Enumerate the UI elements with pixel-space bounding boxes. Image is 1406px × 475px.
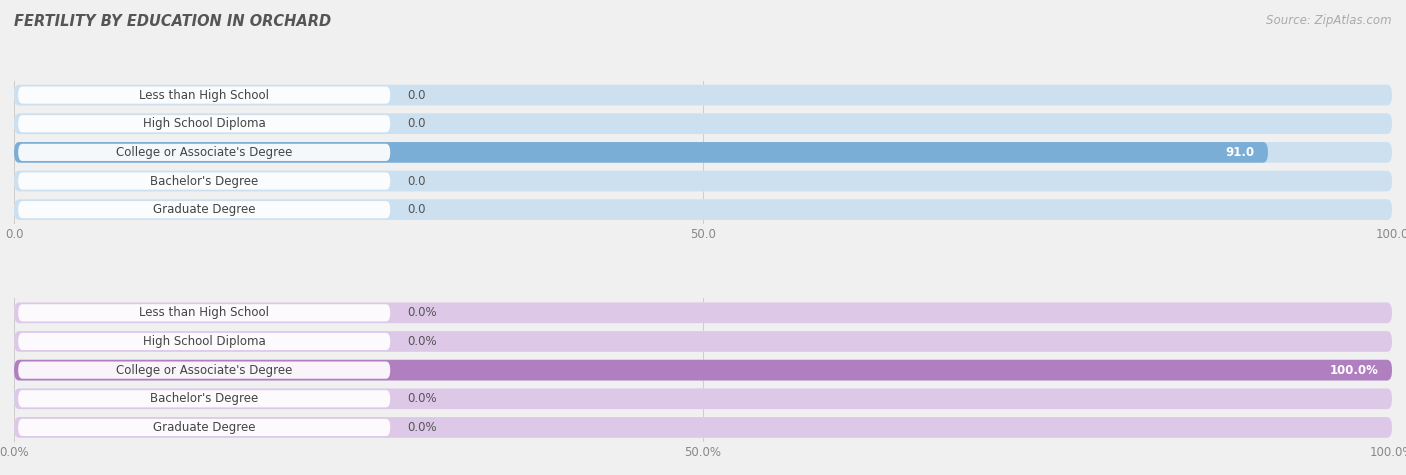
FancyBboxPatch shape	[18, 201, 391, 218]
FancyBboxPatch shape	[14, 417, 1392, 438]
FancyBboxPatch shape	[14, 142, 1392, 163]
FancyBboxPatch shape	[14, 171, 1392, 191]
Text: FERTILITY BY EDUCATION IN ORCHARD: FERTILITY BY EDUCATION IN ORCHARD	[14, 14, 332, 29]
FancyBboxPatch shape	[14, 360, 1392, 380]
FancyBboxPatch shape	[14, 142, 1392, 163]
Text: Source: ZipAtlas.com: Source: ZipAtlas.com	[1267, 14, 1392, 27]
Text: College or Associate's Degree: College or Associate's Degree	[117, 146, 292, 159]
Text: 0.0%: 0.0%	[406, 421, 436, 434]
Text: 100.0%: 100.0%	[1329, 364, 1378, 377]
FancyBboxPatch shape	[14, 303, 1392, 323]
Text: Less than High School: Less than High School	[139, 306, 269, 319]
FancyBboxPatch shape	[14, 200, 1392, 220]
FancyBboxPatch shape	[14, 85, 1392, 105]
FancyBboxPatch shape	[14, 171, 1392, 191]
Text: College or Associate's Degree: College or Associate's Degree	[117, 364, 292, 377]
Text: 0.0%: 0.0%	[406, 392, 436, 405]
FancyBboxPatch shape	[18, 419, 391, 436]
Text: Graduate Degree: Graduate Degree	[153, 203, 256, 216]
FancyBboxPatch shape	[18, 144, 391, 161]
FancyBboxPatch shape	[14, 142, 1268, 163]
Text: 0.0%: 0.0%	[406, 306, 436, 319]
FancyBboxPatch shape	[18, 390, 391, 408]
FancyBboxPatch shape	[18, 361, 391, 379]
Text: Bachelor's Degree: Bachelor's Degree	[150, 392, 259, 405]
FancyBboxPatch shape	[18, 172, 391, 190]
Text: Bachelor's Degree: Bachelor's Degree	[150, 174, 259, 188]
Text: High School Diploma: High School Diploma	[143, 117, 266, 130]
Text: 0.0: 0.0	[406, 117, 425, 130]
Text: 0.0: 0.0	[406, 203, 425, 216]
FancyBboxPatch shape	[18, 304, 391, 322]
FancyBboxPatch shape	[14, 114, 1392, 134]
FancyBboxPatch shape	[14, 85, 1392, 105]
FancyBboxPatch shape	[14, 389, 1392, 409]
Text: High School Diploma: High School Diploma	[143, 335, 266, 348]
FancyBboxPatch shape	[14, 331, 1392, 352]
FancyBboxPatch shape	[18, 333, 391, 350]
FancyBboxPatch shape	[14, 360, 1392, 380]
Text: 91.0: 91.0	[1225, 146, 1254, 159]
FancyBboxPatch shape	[14, 389, 1392, 409]
Text: Graduate Degree: Graduate Degree	[153, 421, 256, 434]
FancyBboxPatch shape	[18, 86, 391, 104]
FancyBboxPatch shape	[14, 360, 1392, 380]
FancyBboxPatch shape	[14, 417, 1392, 438]
FancyBboxPatch shape	[14, 331, 1392, 352]
Text: 0.0: 0.0	[406, 174, 425, 188]
Text: 0.0%: 0.0%	[406, 335, 436, 348]
Text: 0.0: 0.0	[406, 88, 425, 102]
FancyBboxPatch shape	[14, 200, 1392, 220]
FancyBboxPatch shape	[14, 114, 1392, 134]
Text: Less than High School: Less than High School	[139, 88, 269, 102]
FancyBboxPatch shape	[18, 115, 391, 133]
FancyBboxPatch shape	[14, 303, 1392, 323]
